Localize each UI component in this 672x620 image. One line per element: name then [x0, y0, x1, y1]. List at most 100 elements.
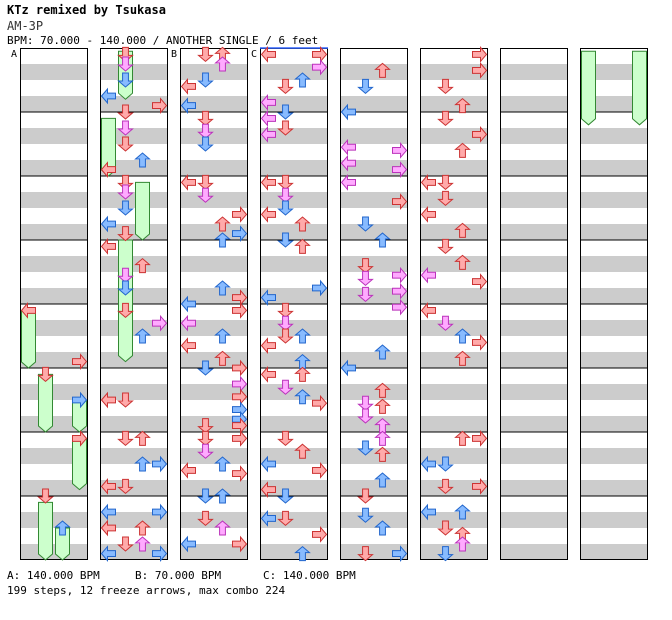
beat-band	[500, 416, 568, 432]
step-arrow-left	[340, 154, 356, 172]
step-arrow-down	[197, 136, 214, 152]
beat-band	[260, 384, 328, 400]
step-arrow-down	[117, 72, 134, 88]
step-arrow-down	[437, 456, 454, 472]
step-arrow-down	[437, 110, 454, 127]
beat-band	[420, 64, 488, 80]
step-arrow-down	[437, 520, 454, 536]
step-arrow-right	[72, 391, 88, 409]
beat-band	[100, 128, 168, 144]
beat-band	[180, 192, 248, 208]
step-arrow-down	[437, 315, 454, 331]
beat-band	[340, 512, 408, 528]
beat-band	[340, 128, 408, 144]
step-arrow-up	[374, 520, 391, 536]
beat-band	[260, 64, 328, 80]
step-arrow-down	[277, 488, 294, 504]
beat-band	[180, 480, 248, 496]
step-arrow-right	[152, 314, 168, 332]
step-arrow-left	[100, 87, 116, 105]
beat-band	[100, 384, 168, 400]
step-arrow-down	[437, 238, 454, 255]
beat-band	[260, 320, 328, 336]
column-border	[100, 48, 168, 560]
beat-band	[420, 256, 488, 272]
beat-band	[260, 96, 328, 112]
step-arrow-right	[72, 430, 88, 447]
step-arrow-right	[312, 394, 328, 412]
step-arrow-right	[152, 503, 168, 521]
step-arrow-right	[392, 142, 408, 159]
beat-band	[500, 96, 568, 112]
beat-band	[580, 512, 648, 528]
beat-band	[500, 288, 568, 304]
beat-band	[260, 256, 328, 272]
step-arrow-left	[420, 174, 436, 191]
step-arrow-down	[277, 187, 294, 203]
step-arrow-left	[260, 46, 276, 63]
beat-band	[100, 192, 168, 208]
beat-band	[100, 352, 168, 368]
step-arrow-left	[340, 138, 356, 156]
step-arrow-up	[454, 536, 471, 552]
step-arrow-down	[117, 226, 134, 242]
beat-band	[100, 320, 168, 336]
beat-band	[340, 480, 408, 496]
step-arrow-down	[357, 78, 374, 95]
step-arrow-down	[277, 232, 294, 248]
step-arrow-left	[180, 295, 196, 313]
column-border	[20, 48, 88, 560]
step-arrow-right	[392, 282, 408, 300]
step-arrow-down	[357, 507, 374, 523]
beat-band	[500, 544, 568, 560]
step-arrow-up	[214, 232, 231, 248]
step-arrow-up	[294, 443, 311, 459]
beat-band	[100, 416, 168, 432]
step-arrow-down	[117, 184, 134, 200]
beat-band	[500, 320, 568, 336]
step-arrow-up	[374, 446, 391, 462]
beat-band	[420, 352, 488, 368]
beat-band	[100, 160, 168, 176]
step-arrow-down	[277, 78, 294, 95]
step-arrow-up	[374, 430, 391, 446]
step-arrow-down	[197, 110, 214, 127]
step-arrow-right	[232, 359, 248, 377]
step-arrow-up	[134, 536, 151, 552]
beat-band	[340, 448, 408, 464]
step-arrow-right	[232, 302, 248, 319]
bpm-info: BPM: 70.000 - 140.000 / ANOTHER SINGLE /…	[7, 34, 319, 47]
step-arrow-up	[454, 430, 471, 446]
step-arrow-down	[277, 174, 294, 191]
step-arrow-left	[180, 462, 196, 479]
step-arrow-down	[277, 104, 294, 120]
step-arrow-up	[374, 62, 391, 78]
beat-band	[20, 288, 88, 304]
beat-band	[580, 288, 648, 304]
beat-band	[420, 96, 488, 112]
beat-band	[260, 480, 328, 496]
beat-band	[500, 128, 568, 144]
beat-band	[180, 96, 248, 112]
step-arrow-left	[260, 366, 276, 383]
beat-band	[260, 192, 328, 208]
step-arrow-up	[294, 72, 311, 88]
beat-band	[180, 512, 248, 528]
step-arrow-left	[420, 206, 436, 223]
freeze-arrow	[38, 373, 53, 433]
beat-band	[180, 64, 248, 80]
beat-band	[500, 512, 568, 528]
step-arrow-right	[392, 266, 408, 284]
beat-band	[180, 448, 248, 464]
column-border	[420, 48, 488, 560]
step-arrow-left	[260, 126, 276, 143]
step-arrow-up	[374, 472, 391, 488]
beat-band	[340, 544, 408, 560]
beat-band	[580, 256, 648, 272]
beat-band	[100, 512, 168, 528]
step-arrow-up	[454, 504, 471, 520]
step-arrow-right	[312, 526, 328, 543]
step-arrow-up	[134, 328, 151, 344]
step-arrow-down	[117, 174, 134, 191]
beat-band	[100, 288, 168, 304]
